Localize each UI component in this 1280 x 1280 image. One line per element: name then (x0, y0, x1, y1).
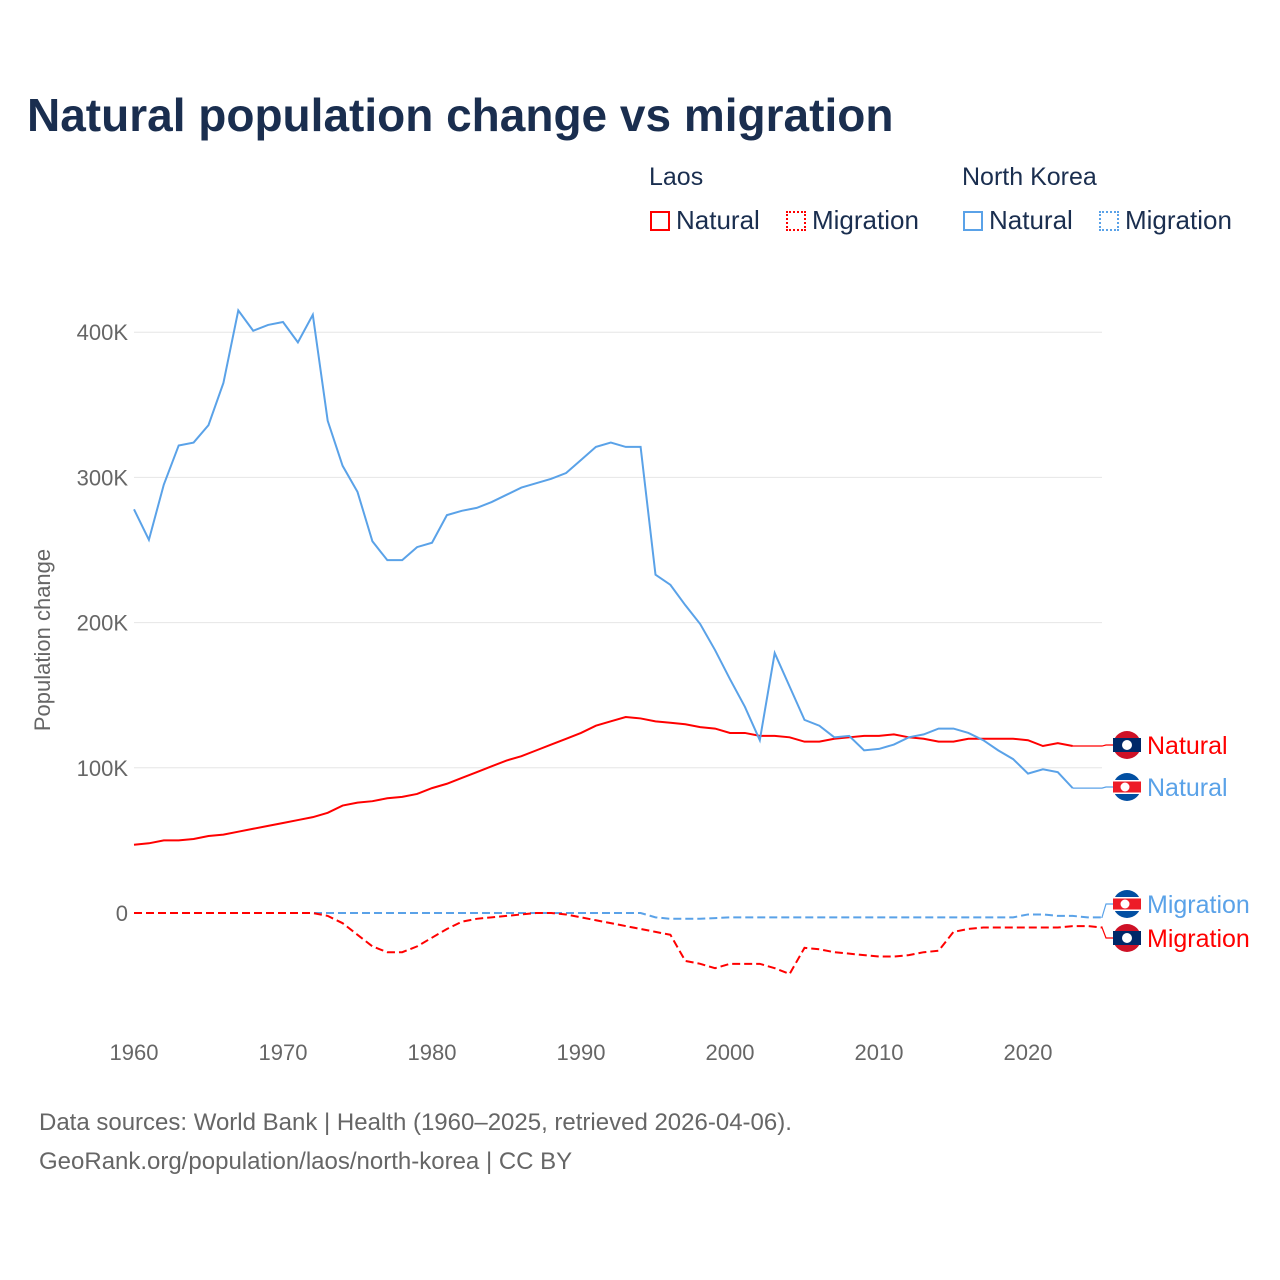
x-tick-label: 1970 (259, 1040, 308, 1065)
series-line-north-korea-natural (133, 308, 1074, 789)
legend-item-nk-migration[interactable]: Migration (1099, 205, 1232, 236)
x-tick-label: 1960 (110, 1040, 159, 1065)
x-tick-label: 2010 (855, 1040, 904, 1065)
legend-swatch (786, 210, 806, 231)
laos-flag-icon (1122, 933, 1132, 943)
label-connector (1101, 926, 1113, 939)
legend-group-north-korea: North Korea (962, 163, 1097, 191)
end-label: Natural (1147, 774, 1228, 802)
end-label: Migration (1147, 925, 1250, 953)
y-tick-label: 100K (77, 756, 129, 781)
legend-item-laos-migration[interactable]: Migration (786, 205, 919, 236)
y-tick-label: 0 (116, 901, 128, 926)
y-tick-label: 400K (77, 320, 129, 345)
label-connector (1072, 786, 1113, 789)
legend-item-laos-natural[interactable]: Natural (650, 205, 760, 236)
legend-label: Migration (812, 205, 919, 235)
y-tick-label: 200K (77, 611, 129, 636)
label-connector (1072, 744, 1113, 747)
legend-swatch (963, 210, 983, 231)
y-axis-label: Population change (30, 549, 55, 731)
legend-label: Migration (1125, 205, 1232, 235)
legend-label: Natural (989, 205, 1073, 235)
legend-swatch (650, 210, 670, 231)
end-label: Natural (1147, 732, 1228, 760)
label-connector (1101, 903, 1113, 918)
series-line-laos-migration (134, 912, 1103, 976)
laos-flag-icon (1122, 740, 1132, 750)
chart-title: Natural population change vs migration (27, 89, 894, 141)
footer-url[interactable]: GeoRank.org/population/laos/north-korea … (39, 1148, 573, 1175)
x-tick-label: 1990 (557, 1040, 606, 1065)
legend-label: Natural (676, 205, 760, 235)
series-line-laos-natural (133, 715, 1073, 846)
end-label: Migration (1147, 891, 1250, 919)
legend-item-nk-natural[interactable]: Natural (963, 205, 1073, 236)
legend-swatch (1099, 210, 1119, 231)
x-tick-label: 2000 (706, 1040, 755, 1065)
north-korea-flag-icon (1120, 899, 1130, 909)
footer-sources: Data sources: World Bank | Health (1960–… (39, 1109, 792, 1136)
x-tick-label: 1980 (408, 1040, 457, 1065)
x-tick-label: 2020 (1004, 1040, 1053, 1065)
legend-group-laos: Laos (649, 163, 704, 191)
y-tick-label: 300K (77, 465, 129, 490)
north-korea-flag-icon (1120, 782, 1130, 792)
